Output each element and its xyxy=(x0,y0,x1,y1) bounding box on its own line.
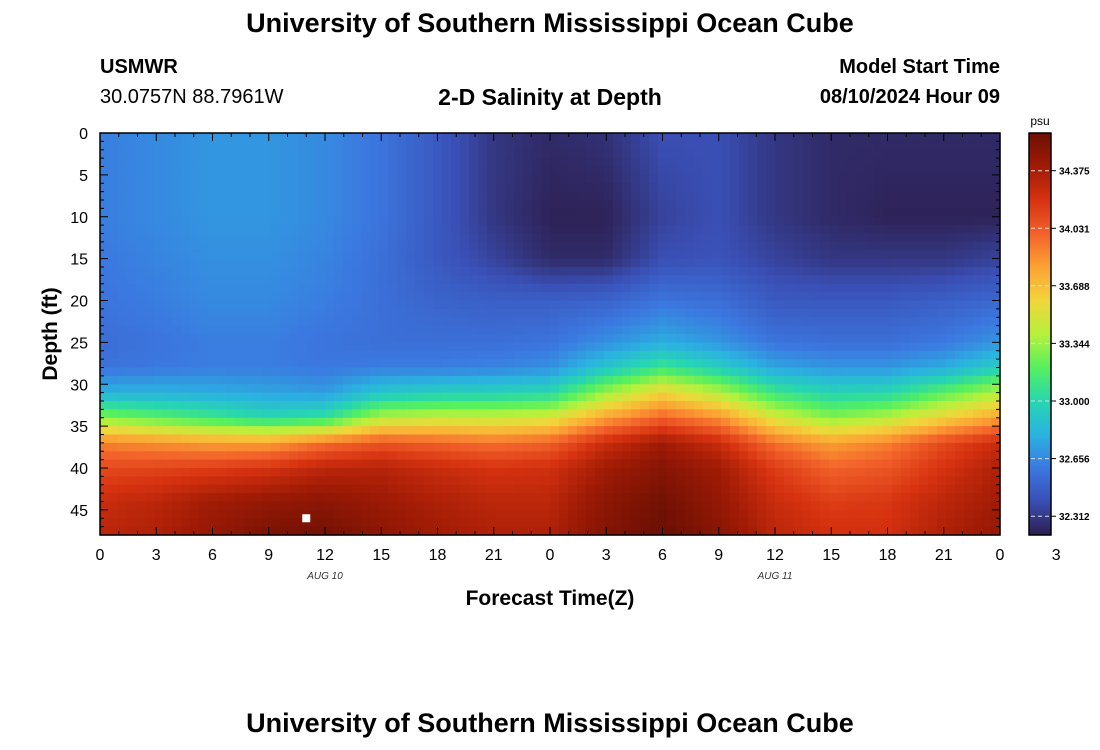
y-tick-label: 10 xyxy=(70,210,88,227)
x-tick-label: 9 xyxy=(714,547,723,564)
station-coordinates: 30.0757N 88.7961W xyxy=(100,86,284,108)
x-tick-label: 6 xyxy=(208,547,217,564)
y-tick-label: 40 xyxy=(70,461,88,478)
x-tick-label: 18 xyxy=(429,547,447,564)
x-tick-label: 21 xyxy=(935,547,953,564)
y-tick-label: 25 xyxy=(70,335,88,352)
y-tick-label: 5 xyxy=(79,168,88,185)
page-title: University of Southern Mississippi Ocean… xyxy=(246,8,854,38)
x-tick-label: 15 xyxy=(372,547,390,564)
x-tick-label: 3 xyxy=(152,547,161,564)
x-tick-label: 3 xyxy=(602,547,611,564)
salinity-heatmap-chart: 036912151821036912151821036 051015202530… xyxy=(39,114,1090,610)
colorbar-tick-label: 32.312 xyxy=(1059,512,1090,523)
heatmap-cells xyxy=(100,133,1001,536)
colorbar-tick-label: 32.656 xyxy=(1059,455,1090,466)
x-tick-label: 0 xyxy=(546,547,555,564)
date-label: AUG 11 xyxy=(757,571,793,582)
colorbar-tick-label: 33.000 xyxy=(1059,397,1090,408)
y-tick-label: 30 xyxy=(70,377,88,394)
y-tick-label: 0 xyxy=(79,126,88,143)
colorbar-ticks: 32.312 32.656 33.000 33.344 33.688 34.031 34.3… xyxy=(1031,167,1090,523)
x-tick-label: 12 xyxy=(316,547,334,564)
model-start-label: Model Start Time xyxy=(839,56,1000,78)
chart-subtitle: 2-D Salinity at Depth xyxy=(438,84,662,110)
colorbar-tick-label: 33.688 xyxy=(1059,282,1090,293)
y-tick-label: 45 xyxy=(70,503,88,520)
colorbar-tick-label: 34.031 xyxy=(1059,224,1090,235)
x-tick-label: 12 xyxy=(766,547,784,564)
colorbar-unit: psu xyxy=(1030,114,1049,128)
y-axis: 0 5 10 15 20 25 30 35 40 45 xyxy=(70,126,1000,536)
model-start-value: 08/10/2024 Hour 09 xyxy=(819,86,1000,108)
colorbar-tick-label: 34.375 xyxy=(1059,167,1090,178)
colorbar-gradient xyxy=(1028,132,1052,536)
footer-title: University of Southern Mississippi Ocean… xyxy=(246,708,854,738)
x-tick-label: 3 xyxy=(1052,547,1061,564)
x-tick-label: 6 xyxy=(658,547,667,564)
x-tick-label: 0 xyxy=(996,547,1005,564)
y-tick-label: 20 xyxy=(70,294,88,311)
station-name: USMWR xyxy=(100,56,178,78)
y-tick-label: 35 xyxy=(70,419,88,436)
y-tick-label: 15 xyxy=(70,252,88,269)
x-tick-label: 9 xyxy=(264,547,273,564)
x-tick-label: 18 xyxy=(879,547,897,564)
data-marker xyxy=(302,514,311,523)
x-axis-label: Forecast Time(Z) xyxy=(466,587,635,610)
x-tick-label: 15 xyxy=(822,547,840,564)
y-axis-label: Depth (ft) xyxy=(39,287,62,380)
date-label: AUG 10 xyxy=(306,571,343,582)
x-axis: 036912151821036912151821036 xyxy=(96,133,1061,564)
colorbar: 32.312 32.656 33.000 33.344 33.688 34.031 34.3… xyxy=(1028,114,1090,536)
colorbar-tick-label: 33.344 xyxy=(1059,339,1090,350)
x-tick-label: 21 xyxy=(485,547,503,564)
x-tick-label: 0 xyxy=(96,547,105,564)
